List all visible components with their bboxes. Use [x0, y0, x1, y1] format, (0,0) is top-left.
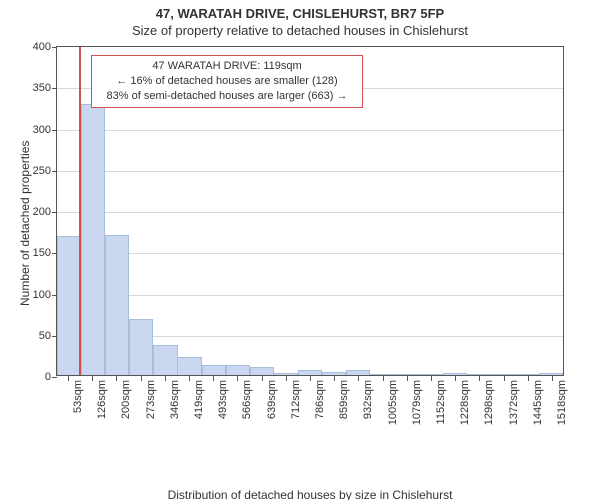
x-tick-label: 639sqm	[266, 380, 278, 419]
x-tick-label: 419sqm	[193, 380, 205, 419]
histogram-bar	[515, 374, 539, 375]
x-tick-label: 1228sqm	[459, 380, 471, 425]
histogram-bar	[298, 370, 322, 375]
histogram-bar	[370, 374, 394, 375]
histogram-bar	[322, 372, 346, 375]
x-tick-label: 786sqm	[314, 380, 326, 419]
x-tick-labels: 53sqm 126sqm 200sqm 273sqm 346sqm 419sqm 493sq…	[56, 376, 564, 430]
x-tick-label: 1079sqm	[411, 380, 423, 425]
histogram-bar	[250, 367, 274, 375]
histogram-bar	[418, 374, 442, 375]
y-tick-label: 100	[33, 289, 57, 301]
histogram-bar	[57, 236, 81, 375]
x-tick-label: 1298sqm	[483, 380, 495, 425]
legend-line: 83% of semi-detached houses are larger (…	[100, 89, 354, 104]
chart-area: Number of detached properties 47 WARATAH…	[56, 46, 600, 500]
histogram-bar	[467, 374, 491, 375]
x-axis-title: Distribution of detached houses by size …	[56, 488, 564, 500]
x-tick-label: 712sqm	[290, 380, 302, 419]
histogram-bar	[177, 357, 201, 375]
y-tick-label: 200	[33, 206, 57, 218]
x-tick-label: 126sqm	[96, 380, 108, 419]
y-tick-label: 300	[33, 124, 57, 136]
x-tick-label: 493sqm	[217, 380, 229, 419]
y-tick-label: 150	[33, 247, 57, 259]
x-tick-label: 932sqm	[362, 380, 374, 419]
legend-line: 47 WARATAH DRIVE: 119sqm	[100, 59, 354, 74]
chart-title-subtitle: Size of property relative to detached ho…	[0, 23, 600, 38]
histogram-bar	[346, 370, 370, 375]
histogram-bar	[129, 319, 153, 375]
x-tick-label: 1445sqm	[532, 380, 544, 425]
histogram-bar	[153, 345, 177, 375]
y-tick-label: 50	[39, 330, 57, 342]
chart-titles: 47, WARATAH DRIVE, CHISLEHURST, BR7 5FP …	[0, 0, 600, 38]
y-axis-title: Number of detached properties	[18, 141, 32, 306]
x-tick-label: 1005sqm	[387, 380, 399, 425]
histogram-bar	[202, 365, 226, 375]
x-tick-label: 1152sqm	[435, 380, 447, 424]
histogram-bar	[491, 374, 515, 375]
property-marker-line	[79, 47, 81, 375]
histogram-bar	[394, 374, 418, 375]
histogram-bar	[539, 373, 563, 375]
x-tick-label: 859sqm	[338, 380, 350, 419]
y-tick-label: 350	[33, 82, 57, 94]
x-tick-label: 346sqm	[169, 380, 181, 419]
y-tick-label: 400	[33, 41, 57, 53]
x-tick-label: 200sqm	[120, 380, 132, 419]
x-tick-label: 273sqm	[145, 380, 157, 419]
x-tick-label: 53sqm	[72, 380, 84, 413]
histogram-bar	[226, 365, 250, 375]
legend-line: ← 16% of detached houses are smaller (12…	[100, 74, 354, 89]
chart-title-address: 47, WARATAH DRIVE, CHISLEHURST, BR7 5FP	[0, 6, 600, 21]
plot-area: 47 WARATAH DRIVE: 119sqm← 16% of detache…	[56, 46, 564, 376]
histogram-bar	[81, 104, 105, 375]
histogram-bar	[443, 373, 467, 375]
legend-box: 47 WARATAH DRIVE: 119sqm← 16% of detache…	[91, 55, 363, 108]
x-tick-label: 566sqm	[241, 380, 253, 419]
x-tick-label: 1518sqm	[556, 380, 568, 425]
y-tick-label: 250	[33, 165, 57, 177]
x-tick-label: 1372sqm	[508, 380, 520, 425]
histogram-bar	[105, 235, 129, 375]
histogram-bar	[274, 373, 298, 375]
